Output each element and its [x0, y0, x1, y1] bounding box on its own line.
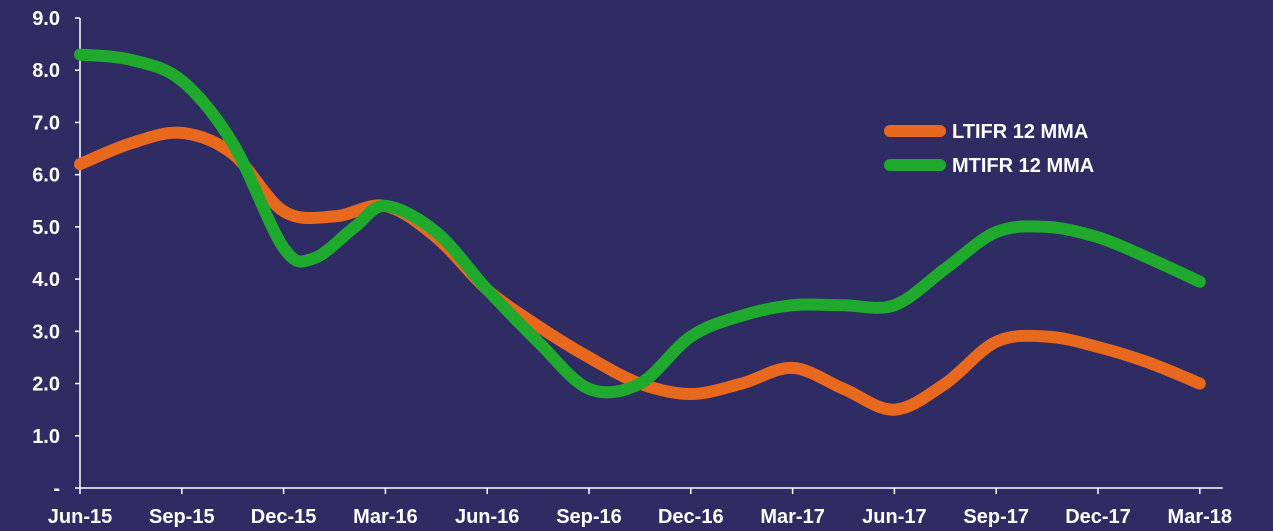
- y-tick-label: 8.0: [32, 60, 60, 82]
- y-tick-label: 6.0: [32, 165, 60, 187]
- series-line-mtifr: [74, 48, 1206, 399]
- y-tick-label: 2.0: [32, 374, 60, 396]
- x-tick-label: Jun-16: [455, 506, 519, 528]
- x-tick-label: Jun-17: [862, 506, 926, 528]
- x-tick-label: Sep-16: [556, 506, 622, 528]
- x-tick-label: Mar-18: [1168, 506, 1232, 528]
- y-tick-label: 5.0: [32, 217, 60, 239]
- y-tick-label: 4.0: [32, 269, 60, 291]
- x-tick-label: Mar-17: [760, 506, 824, 528]
- y-tick-label: 3.0: [32, 321, 60, 343]
- y-tick-label: 7.0: [32, 112, 60, 134]
- x-tick-label: Mar-16: [353, 506, 417, 528]
- x-tick-label: Dec-16: [658, 506, 724, 528]
- series-lines: [74, 48, 1206, 416]
- x-tick-label: Jun-15: [48, 506, 112, 528]
- axes: - 1.0 2.0 3.0 4.0 5.0 6.0 7.0 8.0 9.0 Jun-15 Sep-15…: [32, 8, 1232, 528]
- x-tick-label: Dec-15: [251, 506, 317, 528]
- legend-label: MTIFR 12 MMA: [952, 155, 1094, 177]
- legend-label: LTIFR 12 MMA: [952, 121, 1088, 143]
- x-tick-label: Dec-17: [1065, 506, 1131, 528]
- y-tick-label: -: [53, 478, 60, 500]
- y-tick-label: 9.0: [32, 8, 60, 30]
- x-tick-label: Sep-17: [963, 506, 1029, 528]
- x-tick-label: Sep-15: [149, 506, 215, 528]
- y-tick-label: 1.0: [32, 426, 60, 448]
- legend: LTIFR 12 MMA MTIFR 12 MMA: [884, 121, 1094, 177]
